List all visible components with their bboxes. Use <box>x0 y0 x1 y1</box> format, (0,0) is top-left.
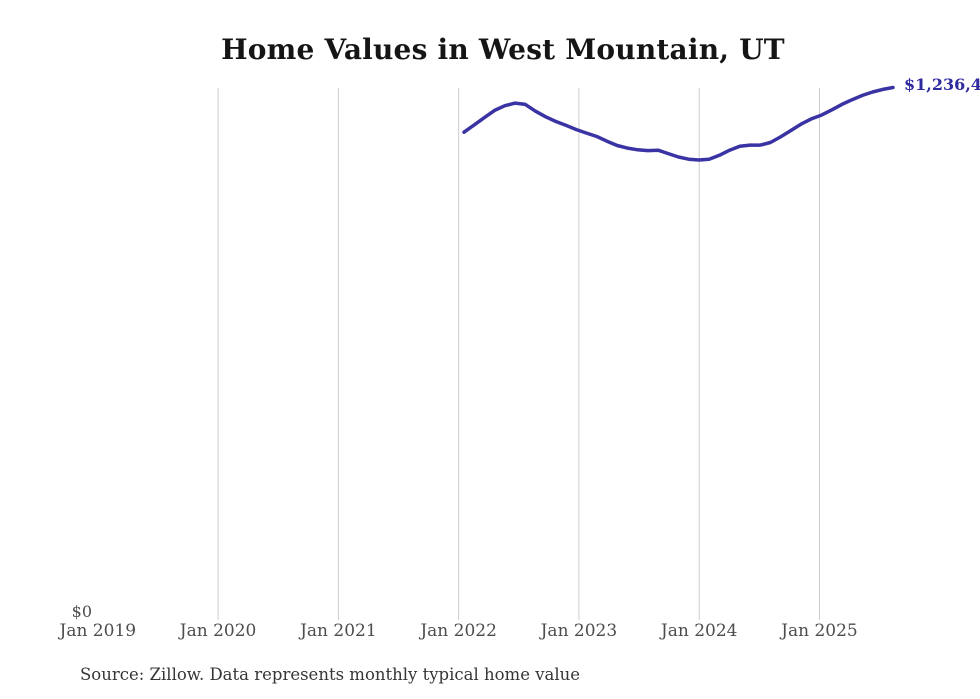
x-tick-label: Jan 2023 <box>540 621 618 641</box>
x-tick-label: Jan 2022 <box>420 621 497 641</box>
x-tick-label: Jan 2025 <box>781 621 858 641</box>
x-tick-label: Jan 2024 <box>660 621 738 641</box>
home-value-line <box>462 85 895 162</box>
y-axis-zero-label: $0 <box>71 602 92 621</box>
x-tick-label: Jan 2019 <box>59 621 137 641</box>
x-tick-label: Jan 2020 <box>179 621 257 641</box>
chart-title: Home Values in West Mountain, UT <box>221 33 785 66</box>
source-note: Source: Zillow. Data represents monthly … <box>80 665 581 684</box>
x-tick-label: Jan 2021 <box>300 621 377 641</box>
latest-value-label: $1,236,4 <box>904 75 980 94</box>
